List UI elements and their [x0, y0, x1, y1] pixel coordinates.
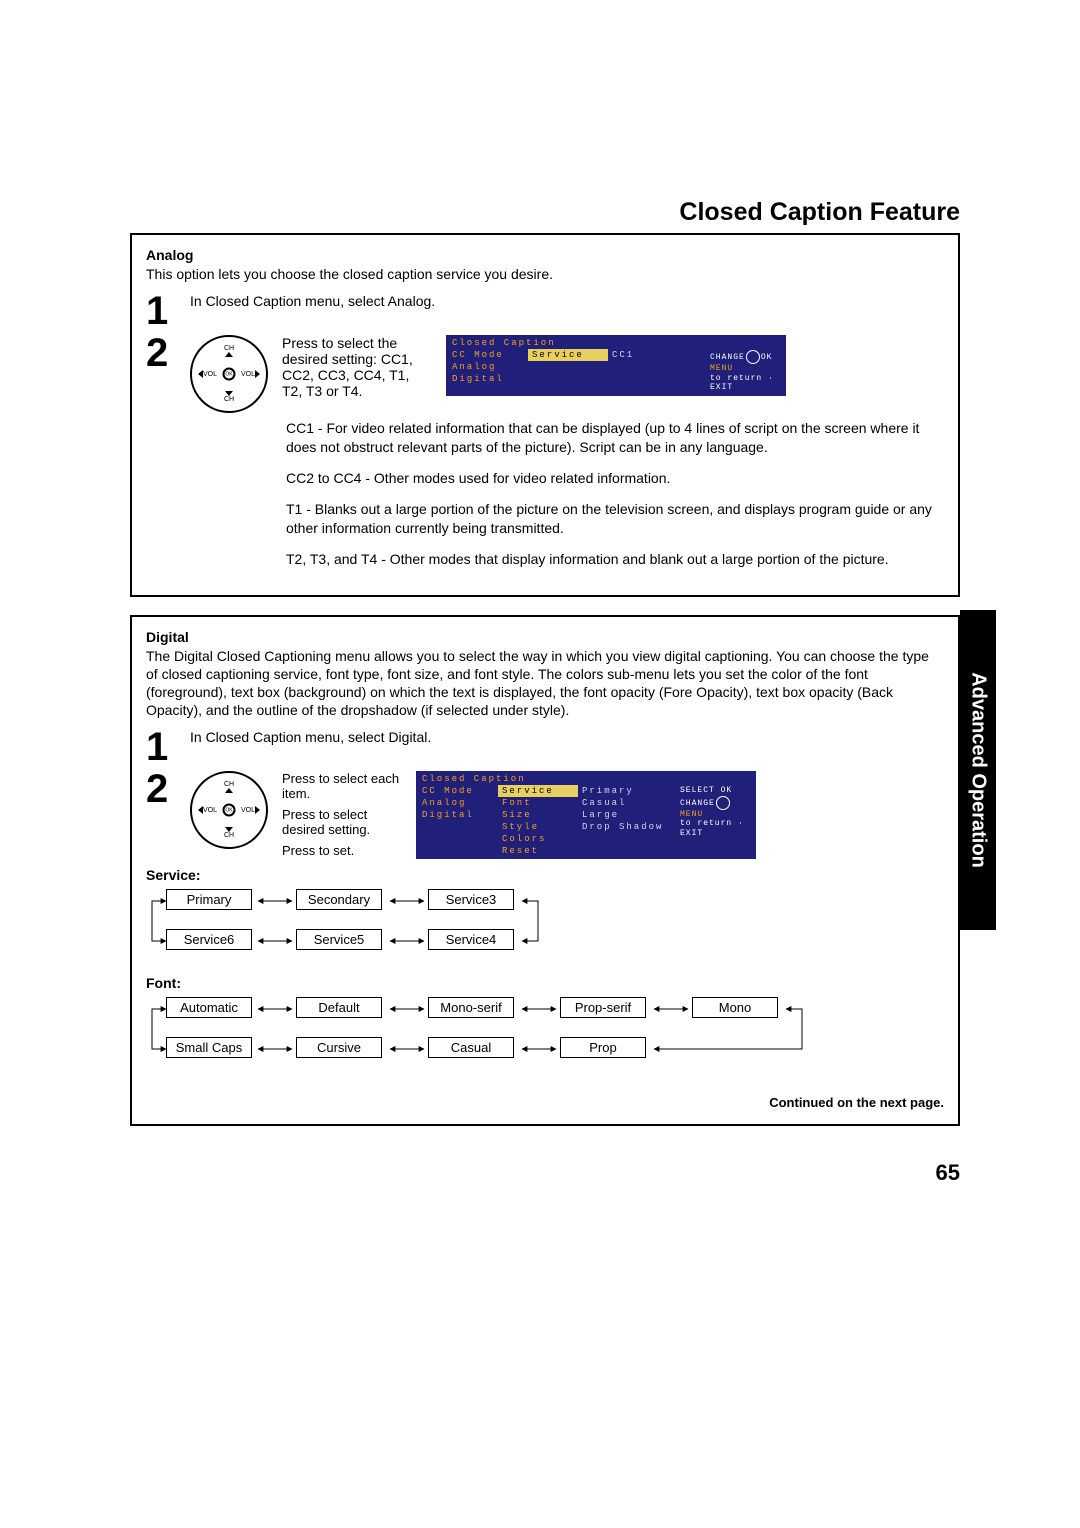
osd-selected-label: Service — [498, 785, 578, 797]
font-opt: Small Caps — [166, 1037, 252, 1058]
remote-vol-label: VOL — [241, 371, 255, 378]
service-label: Service: — [146, 867, 944, 883]
remote-ch-label: CH — [224, 781, 234, 788]
digital-step-1: 1 In Closed Caption menu, select Digital… — [146, 729, 944, 765]
font-options: Font: — [146, 975, 944, 1085]
font-opt: Prop — [560, 1037, 646, 1058]
font-opt: Cursive — [296, 1037, 382, 1058]
font-grid: Automatic Default Mono-serif Prop-serif … — [146, 995, 944, 1085]
step-number: 1 — [146, 729, 176, 765]
osd-value: Large — [578, 809, 678, 821]
remote-vol-label: VOL — [203, 807, 217, 814]
press-a: Press to select each item. — [282, 771, 402, 801]
analog-p1: CC1 - For video related information that… — [286, 419, 944, 457]
osd-menu-item: Analog — [448, 361, 528, 373]
osd-selected-label: Service — [528, 349, 608, 361]
continued-note: Continued on the next page. — [146, 1095, 944, 1110]
osd-item-label: Size — [498, 809, 578, 821]
digital-press-texts: Press to select each item. Press to sele… — [282, 771, 402, 858]
step-text: In Closed Caption menu, select Analog. — [190, 293, 944, 309]
remote-vol-label: VOL — [203, 371, 217, 378]
remote-vol-label: VOL — [241, 807, 255, 814]
step-number: 2 — [146, 335, 176, 371]
osd-hints: SELECT OK CHANGE MENU to return · EXIT — [678, 785, 774, 857]
digital-step-2: 2 CH CH VOL VOL OK Press to select each … — [146, 771, 944, 859]
service-opt: Secondary — [296, 889, 382, 910]
service-arrows-icon — [146, 887, 946, 967]
analog-intro: This option lets you choose the closed c… — [146, 265, 944, 283]
step-text: In Closed Caption menu, select Digital. — [190, 729, 944, 745]
analog-p2: CC2 to CC4 - Other modes used for video … — [286, 469, 944, 488]
service-opt: Primary — [166, 889, 252, 910]
osd-item-label: Font — [498, 797, 578, 809]
font-opt: Prop-serif — [560, 997, 646, 1018]
analog-heading: Analog — [146, 247, 944, 263]
service-opt: Service6 — [166, 929, 252, 950]
font-opt: Mono-serif — [428, 997, 514, 1018]
step-number: 2 — [146, 771, 176, 807]
osd-item-label: Colors — [498, 833, 578, 845]
osd-value: Casual — [578, 797, 678, 809]
osd-value: Primary — [578, 785, 678, 797]
osd-value: CC1 — [608, 349, 708, 361]
font-arrows-icon — [146, 995, 946, 1085]
nav-dot-icon — [746, 350, 760, 364]
remote-icon: CH CH VOL VOL OK — [190, 335, 268, 413]
analog-p4: T2, T3, and T4 - Other modes that displa… — [286, 550, 944, 569]
nav-dot-icon — [716, 796, 730, 810]
press-b: Press to select desired setting. — [282, 807, 402, 837]
osd-menu-item: Analog — [418, 797, 498, 809]
remote-icon: CH CH VOL VOL OK — [190, 771, 268, 849]
font-opt: Default — [296, 997, 382, 1018]
side-tab: Advanced Operation — [960, 610, 996, 930]
font-opt: Automatic — [166, 997, 252, 1018]
service-grid: Primary Secondary Service3 Service6 Serv… — [146, 887, 944, 967]
analog-press-text: Press to select the desired setting: CC1… — [282, 335, 432, 399]
digital-heading: Digital — [146, 629, 944, 645]
remote-ch-label: CH — [224, 345, 234, 352]
font-opt: Casual — [428, 1037, 514, 1058]
remote-ok-label: OK — [223, 368, 236, 381]
step-number: 1 — [146, 293, 176, 329]
service-opt: Service5 — [296, 929, 382, 950]
service-opt: Service4 — [428, 929, 514, 950]
osd-menu-item: Digital — [418, 809, 498, 821]
analog-paragraphs: CC1 - For video related information that… — [286, 419, 944, 568]
digital-section: Digital The Digital Closed Captioning me… — [130, 615, 960, 1127]
service-opt: Service3 — [428, 889, 514, 910]
osd-menu-item: CC Mode — [448, 349, 528, 361]
analog-osd: Closed Caption CC Mode Analog Digital Se… — [446, 335, 786, 396]
analog-section: Analog This option lets you choose the c… — [130, 233, 960, 597]
osd-menu-item: CC Mode — [418, 785, 498, 797]
page-number: 65 — [130, 1160, 960, 1186]
osd-title: Closed Caption — [448, 337, 560, 349]
page-title: Closed Caption Feature — [130, 198, 960, 227]
analog-step-2: 2 CH CH VOL VOL OK Press to select the d… — [146, 335, 944, 413]
press-c: Press to set. — [282, 843, 402, 858]
remote-ok-label: OK — [223, 804, 236, 817]
remote-ch-label: CH — [224, 396, 234, 403]
remote-ch-label: CH — [224, 832, 234, 839]
page-content: Closed Caption Feature Analog This optio… — [130, 198, 960, 1144]
side-tab-label: Advanced Operation — [967, 672, 990, 868]
osd-menu-item: Digital — [448, 373, 528, 385]
digital-intro: The Digital Closed Captioning menu allow… — [146, 647, 944, 720]
analog-p3: T1 - Blanks out a large portion of the p… — [286, 500, 944, 538]
osd-value: Drop Shadow — [578, 821, 678, 833]
osd-hints: CHANGEOK MENU to return · EXIT — [708, 349, 804, 394]
osd-title: Closed Caption — [418, 773, 530, 785]
analog-step-1: 1 In Closed Caption menu, select Analog. — [146, 293, 944, 329]
font-opt: Mono — [692, 997, 778, 1018]
font-label: Font: — [146, 975, 944, 991]
service-options: Service: — [146, 867, 944, 967]
osd-item-label: Style — [498, 821, 578, 833]
digital-osd: Closed Caption CC Mode Analog Digital Se… — [416, 771, 756, 859]
osd-item-label: Reset — [498, 845, 578, 857]
